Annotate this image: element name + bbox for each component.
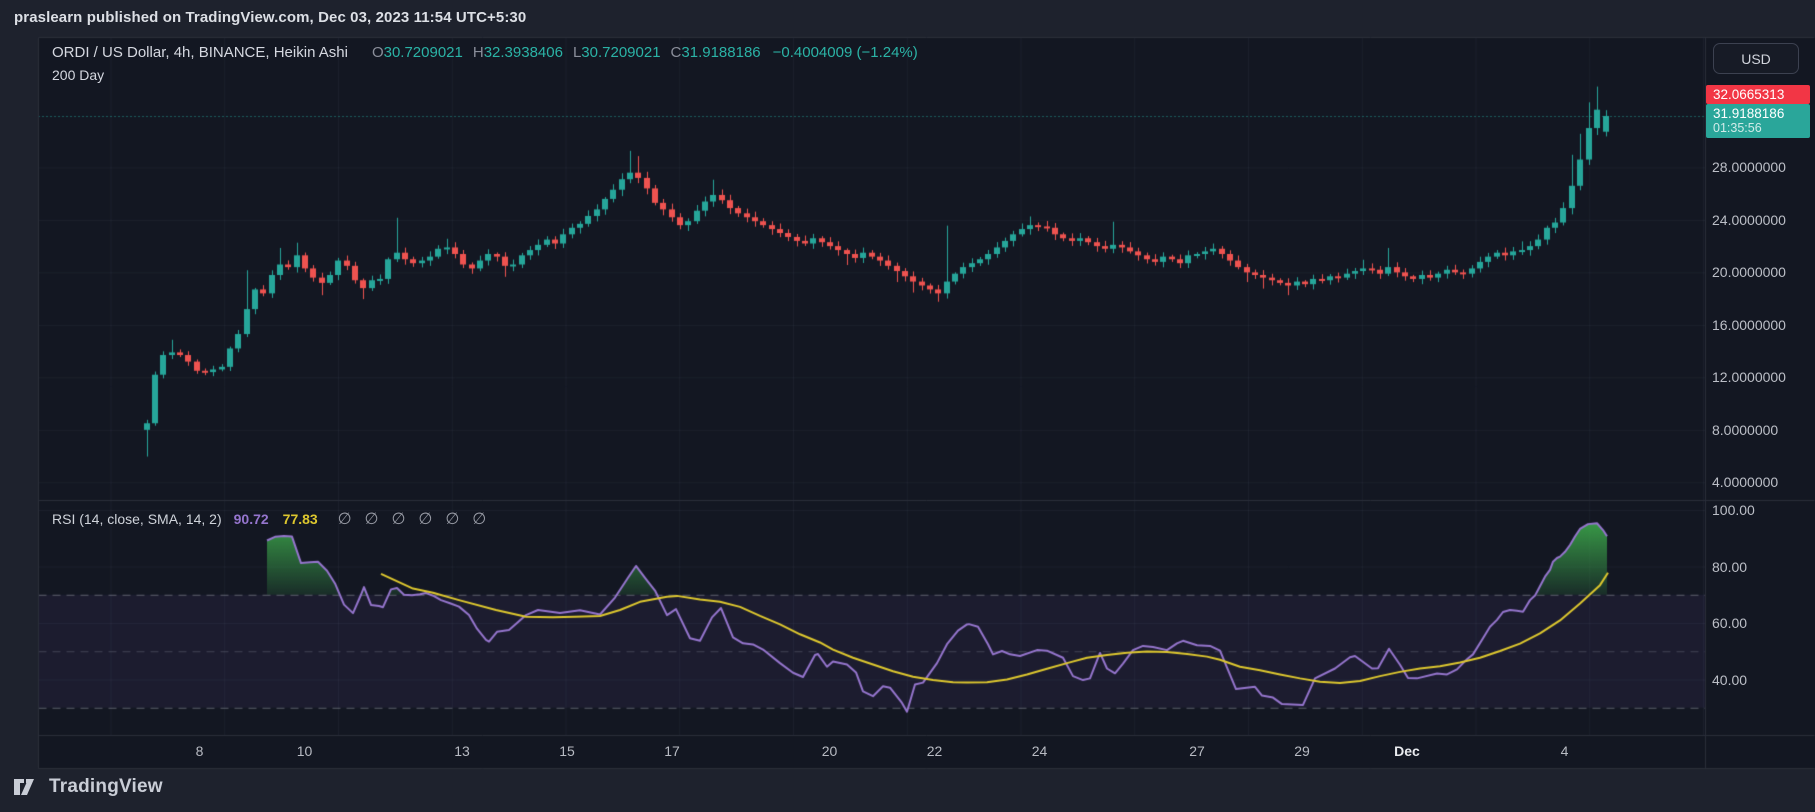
chart-canvas[interactable] [0,0,1815,812]
rsi-legend: RSI (14, close, SMA, 14, 2) 90.72 77.83 … [52,509,486,529]
tradingview-logo-text: TradingView [49,776,163,798]
time-axis-label: 22 [927,743,943,759]
tradingview-snapshot: praslearn published on TradingView.com, … [0,0,1815,812]
time-axis-label: Dec [1394,743,1420,759]
hidden-value-icon[interactable]: ∅ [338,509,352,529]
indicator-200day-label: 200 Day [52,67,104,83]
rsi-tick-label: 40.00 [1712,672,1747,688]
price-tick-label: 12.0000000 [1712,369,1786,385]
time-axis-label: 27 [1189,743,1205,759]
last-price-flag: 31.9188186 01:35:56 [1706,104,1810,138]
hidden-value-icon[interactable]: ∅ [472,509,486,529]
rsi-ma-value: 77.83 [283,511,318,527]
rsi-value: 90.72 [234,511,269,527]
price-tick-label: 24.0000000 [1712,212,1786,228]
currency-toggle-button[interactable]: USD [1713,43,1799,74]
tradingview-logo-icon [13,776,40,798]
time-axis-label: 15 [559,743,575,759]
symbol-legend: ORDI / US Dollar, 4h, BINANCE, Heikin As… [52,44,918,61]
rsi-title: RSI (14, close, SMA, 14, 2) [52,511,222,527]
hidden-value-icon[interactable]: ∅ [365,509,379,529]
price-tick-label: 4.0000000 [1712,474,1778,490]
bar-countdown: 01:35:56 [1713,121,1810,136]
time-axis-label: 29 [1294,743,1310,759]
symbol-title: ORDI / US Dollar, 4h, BINANCE, Heikin As… [52,44,348,61]
attribution-text: praslearn published on TradingView.com, … [14,9,526,26]
ohlc-letter: H [473,44,484,61]
ohlc-values: O30.7209021H32.3938406L30.7209021C31.918… [362,44,761,61]
ohlc-value: 30.7209021 [384,44,463,61]
hidden-value-icon[interactable]: ∅ [419,509,433,529]
ohlc-letter: O [372,44,384,61]
ohlc-value: 32.3938406 [484,44,563,61]
price-tick-label: 20.0000000 [1712,264,1786,280]
time-axis-label: 17 [664,743,680,759]
time-axis-label: 20 [822,743,838,759]
hidden-value-icon[interactable]: ∅ [445,509,459,529]
rsi-hidden-value-icons: ∅ ∅ ∅ ∅ ∅ ∅ [338,509,487,529]
last-price-value: 31.9188186 [1713,106,1810,121]
rsi-tick-label: 100.00 [1712,502,1755,518]
time-axis-label: 24 [1032,743,1048,759]
rsi-tick-label: 60.00 [1712,615,1747,631]
time-axis-label: 8 [196,743,204,759]
ohlc-value: 30.7209021 [581,44,660,61]
price-tick-label: 28.0000000 [1712,159,1786,175]
rsi-tick-label: 80.00 [1712,559,1747,575]
tradingview-logo[interactable]: TradingView [13,776,163,798]
time-axis-label: 13 [454,743,470,759]
price-tick-label: 8.0000000 [1712,422,1778,438]
price-tick-label: 16.0000000 [1712,317,1786,333]
hidden-value-icon[interactable]: ∅ [392,509,406,529]
time-axis-label: 4 [1561,743,1569,759]
change-value: −0.4004009 (−1.24%) [773,44,918,61]
ma200-price-flag: 32.0665313 [1706,85,1810,104]
ohlc-letter: C [671,44,682,61]
time-axis-label: 10 [297,743,313,759]
ohlc-value: 31.9188186 [681,44,760,61]
ma200-price-value: 32.0665313 [1713,87,1784,102]
